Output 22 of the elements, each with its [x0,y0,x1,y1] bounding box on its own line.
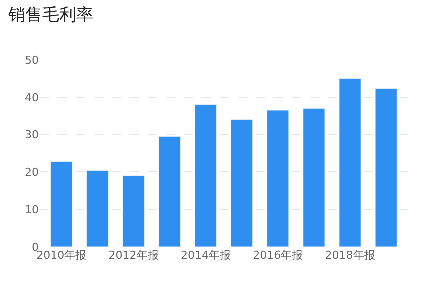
y-tick-label: 20 [25,166,39,180]
y-tick-label: 10 [25,203,39,216]
chart-title: 销售毛利率 [8,6,94,26]
x-tick-label: 2012年报 [108,249,159,262]
bar [339,78,362,247]
x-tick-label: 2014年报 [180,249,231,262]
x-tick-label: 2018年报 [325,249,376,262]
x-tick-label: 2016年报 [253,249,304,262]
bar [267,110,290,247]
bar [122,176,145,247]
bar [158,136,181,247]
y-tick-label: 30 [25,128,39,142]
x-tick-label: 2010年报 [36,249,87,262]
y-tick-label: 0 [32,240,39,254]
bar [303,108,326,247]
bar [86,170,109,247]
bar [194,104,218,247]
bar [375,88,398,247]
y-tick-label: 50 [25,54,39,67]
y-tick-label: 40 [25,91,39,104]
bar [230,120,254,247]
bar [50,161,73,247]
